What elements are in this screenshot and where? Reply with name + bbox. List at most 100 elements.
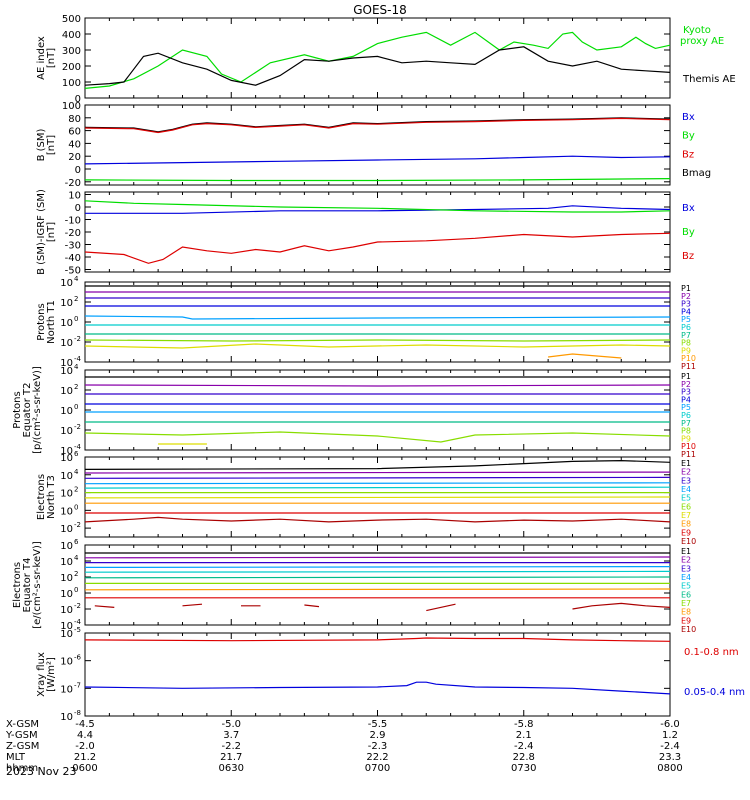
series-p2 (84, 384, 671, 387)
y-tick-label: 80 (68, 114, 81, 125)
x-axis-value: 21.2 (74, 752, 96, 763)
y-tick-label: 10 (60, 605, 73, 616)
y-tick-exponent: -4 (74, 443, 82, 451)
legend-bx: Bx (682, 112, 695, 123)
legend-p9: P9 (681, 434, 691, 443)
y-axis-label: AE index (36, 36, 47, 80)
y-tick-exponent: 0 (74, 503, 78, 511)
y-axis-label: Protons (12, 391, 23, 428)
legend-p10: P10 (681, 442, 696, 451)
y-axis-label: Xray flux (36, 652, 47, 697)
series-e7 (84, 496, 671, 499)
y-axis-label: [nT] (46, 48, 57, 68)
x-axis-value: -6.0 (660, 719, 680, 730)
y-tick-label: 100 (62, 101, 81, 112)
legend-themis-ae: Themis AE (682, 74, 736, 85)
legend-p9: P9 (681, 346, 691, 355)
x-axis-row-label: MLT (6, 752, 26, 763)
x-axis-value: -2.3 (368, 741, 388, 752)
y-tick-label: 500 (62, 14, 81, 25)
legend-e5: E5 (681, 582, 691, 591)
panel-bigrf: -50 -40-30 -20-10 010 B (SM)-IGRF (SM) [nT] Bx… (36, 189, 695, 276)
panel-frame (84, 104, 671, 186)
series-e8 (84, 588, 671, 591)
y-axis-label: Electrons (36, 474, 47, 520)
legend-p3: P3 (681, 300, 691, 309)
series-p5 (84, 315, 671, 320)
series-themis-ae (84, 46, 671, 86)
series-bx (84, 155, 671, 165)
x-axis-value: 0600 (72, 763, 97, 774)
y-tick-label: 10 (60, 684, 73, 695)
y-axis-label: B (SM)-IGRF (SM) (36, 189, 47, 275)
legend-bz: Bz (682, 149, 694, 160)
y-tick-label: 10 (60, 318, 73, 329)
y-tick-label: -10 (65, 216, 81, 227)
y-tick-label: -50 (65, 266, 81, 277)
y-tick-label: 60 (68, 127, 81, 138)
y-tick-label: 10 (60, 338, 73, 349)
legend-p7: P7 (681, 419, 691, 428)
legend-e5: E5 (681, 494, 691, 503)
y-tick-label: 10 (60, 406, 73, 417)
y-tick-label: 40 (68, 139, 81, 150)
legend-0-1-0-8-nm: 0.1-0.8 nm (684, 647, 739, 658)
legend-e4: E4 (681, 485, 691, 494)
legend-p4: P4 (681, 307, 691, 316)
x-axis-value: -2.0 (75, 741, 95, 752)
y-tick-label: -30 (65, 241, 81, 252)
x-axis-table: X-GSM -4.5 -5.0 -5.5 -5.8 -6.0 Y-GSM 4.4 3.7 2.9 2… (5, 719, 683, 774)
legend-e10: E10 (681, 625, 696, 634)
y-tick-label: 10 (60, 489, 73, 500)
y-tick-exponent: 0 (74, 403, 78, 411)
legend-p3: P3 (681, 388, 691, 397)
y-tick-exponent: -2 (74, 423, 81, 431)
y-tick-exponent: -6 (74, 654, 82, 662)
x-axis-value: 1.2 (662, 730, 678, 741)
series-by (84, 200, 671, 213)
y-axis-label: North T3 (46, 475, 57, 519)
legend-p2: P2 (681, 292, 691, 301)
y-axis-label: North T1 (46, 300, 57, 344)
series-e2 (84, 556, 671, 559)
legend-e6: E6 (681, 590, 691, 599)
y-tick-label: 300 (62, 46, 81, 57)
x-axis-value: 0630 (219, 763, 244, 774)
series-by (84, 178, 671, 182)
y-tick-label: 10 (60, 506, 73, 517)
y-tick-exponent: 4 (74, 275, 79, 283)
legend-e4: E4 (681, 573, 691, 582)
series-e5 (84, 486, 671, 489)
x-axis-value: 0730 (511, 763, 536, 774)
series-0-1-0-8-nm (84, 637, 671, 642)
legend-proxy-ae: proxy AE (680, 36, 724, 47)
x-axis-value: 22.2 (366, 752, 388, 763)
legend-e7: E7 (681, 511, 691, 520)
legend-bx: Bx (682, 203, 695, 214)
y-tick-label: 10 (60, 278, 73, 289)
y-tick-label: 10 (60, 426, 73, 437)
legend-e3: E3 (681, 564, 691, 573)
series-bx (85, 205, 671, 214)
legend-p7: P7 (681, 331, 691, 340)
y-tick-label: 100 (62, 78, 81, 89)
legend-p4: P4 (681, 395, 691, 404)
legend-by: By (682, 227, 695, 238)
y-tick-label: -40 (65, 253, 81, 264)
y-tick-label: 10 (60, 541, 73, 552)
y-axis-label: B (SM) (36, 128, 47, 161)
panel-frame (84, 369, 671, 451)
x-axis-value: -4.5 (75, 719, 95, 730)
x-axis-value: -2.2 (221, 741, 241, 752)
y-tick-exponent: 4 (74, 363, 79, 371)
y-tick-exponent: 6 (74, 538, 79, 546)
y-tick-exponent: 0 (74, 315, 78, 323)
series-e4 (84, 482, 671, 485)
y-tick-label: 200 (62, 62, 81, 73)
y-axis-label: Equator T2 (22, 383, 33, 438)
x-axis-value: 22.8 (513, 752, 535, 763)
legend-p11: P11 (681, 450, 696, 459)
